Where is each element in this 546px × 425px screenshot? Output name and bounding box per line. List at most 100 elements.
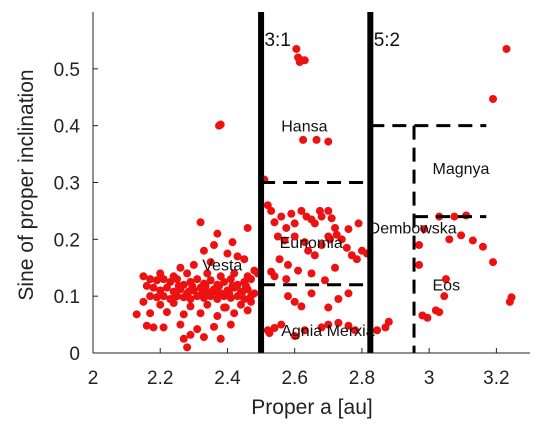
data-point: [176, 320, 185, 329]
data-point: [292, 44, 301, 53]
data-point: [223, 249, 232, 258]
data-point: [171, 289, 180, 298]
data-point: [183, 343, 192, 352]
data-point: [156, 300, 165, 309]
data-point: [139, 297, 148, 306]
data-point: [267, 206, 276, 215]
data-point: [162, 283, 171, 292]
data-point: [169, 272, 178, 281]
data-point: [186, 302, 195, 311]
data-point: [300, 326, 309, 335]
data-point: [282, 275, 291, 284]
data-point: [216, 272, 225, 281]
data-point: [342, 243, 351, 252]
data-point: [211, 287, 220, 296]
data-point: [352, 255, 361, 264]
data-point: [344, 289, 353, 298]
data-point: [300, 238, 309, 247]
data-point: [184, 287, 193, 296]
data-point: [228, 238, 237, 247]
data-point: [149, 323, 158, 332]
data-point: [282, 223, 291, 232]
region-label: Eunomia: [280, 235, 343, 252]
data-point: [337, 235, 346, 244]
data-point: [297, 302, 306, 311]
data-point: [351, 326, 360, 335]
data-point: [179, 310, 188, 319]
data-point: [189, 260, 198, 269]
x-tick-label: 2.2: [147, 368, 173, 389]
data-point: [331, 223, 340, 232]
data-point: [273, 232, 282, 241]
y-tick-label: 0.1: [54, 287, 80, 308]
x-tick-label: 3: [424, 368, 435, 389]
region-label: Dembowska: [369, 221, 457, 238]
data-point: [193, 275, 202, 284]
data-point: [331, 263, 340, 272]
data-point: [290, 297, 299, 306]
data-point: [310, 251, 319, 260]
data-point: [179, 334, 188, 343]
data-point: [159, 292, 168, 301]
data-point: [216, 334, 225, 343]
data-point: [206, 276, 215, 285]
resonance-label: 5:2: [374, 30, 400, 51]
data-point: [265, 329, 274, 338]
data-point: [297, 206, 306, 215]
region-label: Agnia Merxia: [281, 323, 374, 340]
data-point: [149, 283, 158, 292]
data-point: [270, 272, 279, 281]
data-point: [196, 309, 205, 318]
y-tick-label: 0: [69, 344, 80, 365]
data-point: [243, 272, 252, 281]
data-point: [213, 229, 222, 238]
data-point: [186, 295, 195, 304]
data-point: [304, 246, 313, 255]
data-point: [230, 309, 239, 318]
data-point: [290, 331, 299, 340]
data-point: [325, 235, 334, 244]
resonance-label: 3:1: [264, 30, 290, 51]
x-tick-label: 3.2: [483, 368, 509, 389]
data-point: [468, 236, 477, 245]
x-tick-label: 2.4: [214, 368, 241, 389]
plot-area: 3:1 5:2 Hansa Magnya Eunomia Dembowska Vesta Eo…: [132, 12, 516, 353]
data-point: [277, 320, 286, 329]
data-point: [381, 323, 390, 332]
data-point: [201, 281, 210, 290]
data-point: [307, 289, 316, 298]
data-point: [210, 322, 219, 331]
data-point: [317, 212, 326, 221]
data-point: [199, 333, 208, 342]
data-point: [243, 306, 252, 315]
data-point: [246, 292, 255, 301]
region-label: Eos: [433, 277, 461, 294]
data-point: [176, 263, 185, 272]
data-point: [445, 235, 454, 244]
data-point: [146, 292, 155, 301]
data-point: [196, 218, 205, 227]
data-point: [193, 325, 202, 334]
data-point: [310, 219, 319, 228]
data-point: [489, 94, 498, 103]
data-point: [415, 241, 424, 250]
data-point: [206, 258, 215, 267]
data-point: [324, 206, 333, 215]
data-point: [312, 135, 321, 144]
region-label: Hansa: [281, 118, 327, 135]
data-point: [221, 303, 230, 312]
data-point: [162, 308, 171, 317]
data-point: [457, 231, 466, 240]
data-point: [203, 300, 212, 309]
data-point: [277, 212, 286, 221]
y-tick-label: 0.2: [54, 230, 80, 251]
data-point: [478, 242, 487, 251]
data-point: [159, 323, 168, 332]
data-point: [275, 255, 284, 264]
data-point: [243, 223, 252, 232]
data-point: [246, 297, 255, 306]
data-point: [334, 318, 343, 327]
data-point: [186, 330, 195, 339]
data-point: [213, 312, 222, 321]
data-point: [152, 293, 161, 302]
